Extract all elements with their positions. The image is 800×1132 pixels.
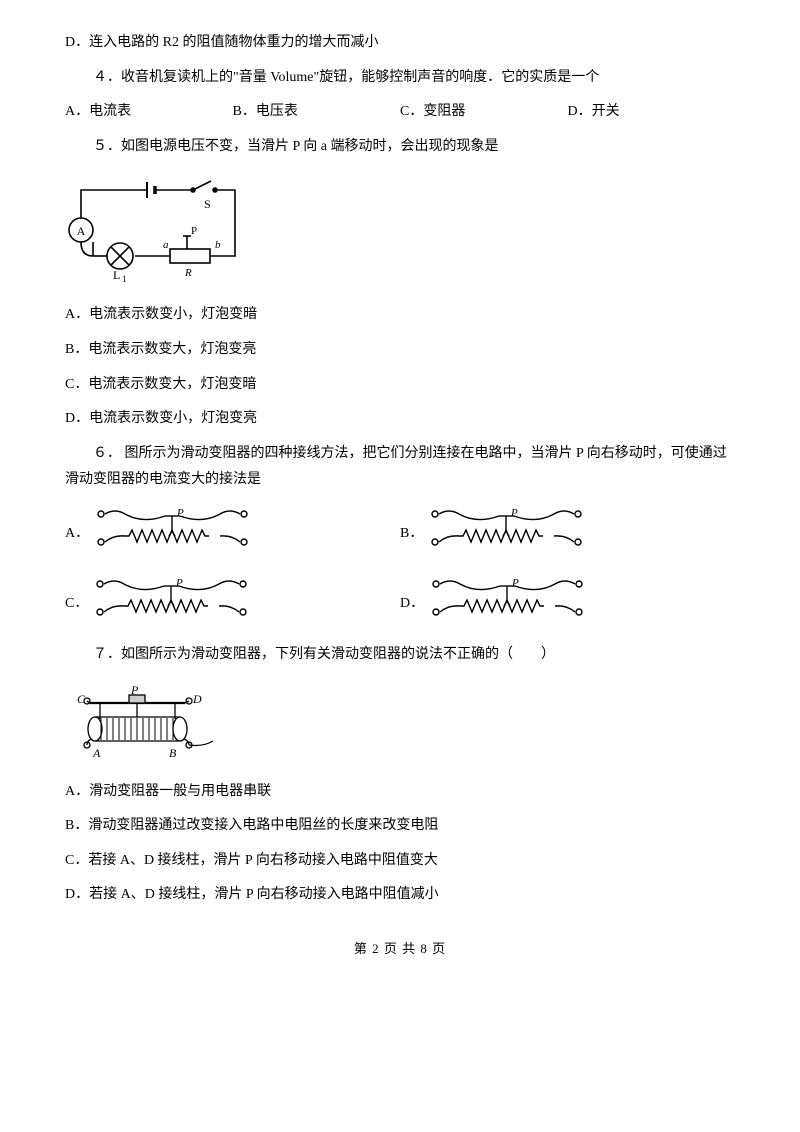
svg-text:P: P xyxy=(191,225,197,237)
q7-opt-c: C．若接 A、D 接线柱，滑片 P 向右移动接入电路中阻值变大 xyxy=(65,848,735,875)
page-footer: 第 2 页 共 8 页 xyxy=(65,937,735,962)
svg-text:P: P xyxy=(130,685,139,697)
svg-text:L: L xyxy=(113,268,120,282)
svg-text:P: P xyxy=(175,577,183,589)
q7-stem: ７．如图所示为滑动变阻器，下列有关滑动变阻器的说法不正确的（ ） xyxy=(65,642,735,669)
svg-text:D: D xyxy=(192,692,202,706)
q6-label-d: D． xyxy=(400,591,424,618)
q4-opt-b: B．电压表 xyxy=(233,99,401,126)
q5-opt-c: C．电流表示数变大，灯泡变暗 xyxy=(65,372,735,399)
svg-text:A: A xyxy=(77,224,86,238)
q5-opt-d: D．电流表示数变小，灯泡变亮 xyxy=(65,406,735,433)
q6-row1: A． P B． xyxy=(65,502,735,554)
q4-stem: ４．收音机复读机上的"音量 Volume"旋钮，能够控制声音的响度．它的实质是一… xyxy=(65,65,735,92)
svg-text:b: b xyxy=(215,239,221,251)
q5-opt-b: B．电流表示数变大，灯泡变亮 xyxy=(65,337,735,364)
svg-text:C: C xyxy=(77,692,86,706)
svg-text:a: a xyxy=(163,239,169,251)
q6-label-b: B． xyxy=(400,521,423,548)
rheostat-d: P xyxy=(430,572,585,624)
rheostat-a: P xyxy=(95,502,250,554)
svg-text:P: P xyxy=(511,577,519,589)
q5-circuit: A S L 1 a b P R xyxy=(65,176,735,286)
svg-text:B: B xyxy=(169,746,177,760)
svg-text:1: 1 xyxy=(122,274,127,284)
q6-row2: C． P D． xyxy=(65,572,735,624)
q7-figure: C D A B P xyxy=(65,685,735,763)
q4-options: A．电流表 B．电压表 C．变阻器 D．开关 xyxy=(65,99,735,126)
svg-text:A: A xyxy=(92,746,101,760)
svg-text:P: P xyxy=(176,507,184,519)
rheostat-c: P xyxy=(94,572,249,624)
q7-opt-a: A．滑动变阻器一般与用电器串联 xyxy=(65,779,735,806)
q5-stem: ５．如图电源电压不变，当滑片 P 向 a 端移动时，会出现的现象是 xyxy=(65,134,735,161)
svg-text:S: S xyxy=(204,197,211,211)
q4-opt-c: C．变阻器 xyxy=(400,99,568,126)
svg-text:P: P xyxy=(510,507,518,519)
q5-opt-a: A．电流表示数变小，灯泡变暗 xyxy=(65,302,735,329)
q6-label-c: C． xyxy=(65,591,88,618)
q4-opt-a: A．电流表 xyxy=(65,99,233,126)
q6-stem: ６． 图所示为滑动变阻器的四种接线方法，把它们分别连接在电路中，当滑片 P 向右… xyxy=(65,441,735,494)
q7-opt-b: B．滑动变阻器通过改变接入电路中电阻丝的长度来改变电阻 xyxy=(65,813,735,840)
svg-text:R: R xyxy=(184,267,192,279)
q6-label-a: A． xyxy=(65,521,89,548)
q3-option-d: D．连入电路的 R2 的阻值随物体重力的增大而减小 xyxy=(65,30,735,57)
q4-opt-d: D．开关 xyxy=(568,99,736,126)
rheostat-b: P xyxy=(429,502,584,554)
q7-opt-d: D．若接 A、D 接线柱，滑片 P 向右移动接入电路中阻值减小 xyxy=(65,882,735,909)
